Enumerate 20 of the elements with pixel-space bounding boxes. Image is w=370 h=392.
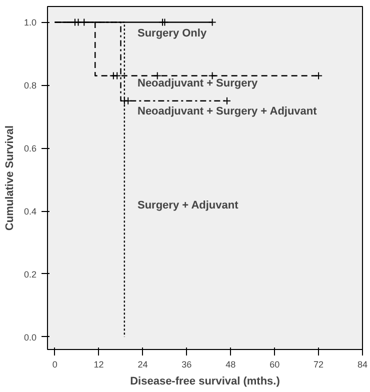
y-tick-label: 0.2 [24,269,37,280]
y-tick-label: 0.8 [24,80,37,91]
annotation: Neoadjuvant + Surgery + Adjuvant [138,106,318,118]
x-tick-label: 72 [314,360,324,370]
x-tick-label: 84 [357,360,368,370]
x-tick-label: 24 [138,360,148,370]
y-tick-label: 0.6 [24,144,37,154]
annotation: Neoadjuvant + Surgery [138,78,258,90]
x-tick-label: 48 [226,360,236,370]
annotation: Surgery + Adjuvant [138,200,239,212]
y-tick-label: 0.4 [24,206,37,217]
x-axis-title: Disease-free survival (mths.) [130,376,280,388]
y-tick-label: 0.0 [24,332,37,342]
y-tick-label: 1.0 [24,18,37,28]
x-tick-label: 0 [52,360,58,370]
annotation: Surgery Only [138,28,208,40]
x-tick-label: 60 [270,360,280,370]
y-axis-title: Cumulative Survival [4,125,16,231]
x-tick-label: 36 [182,360,192,370]
x-tick-label: 12 [94,360,104,370]
